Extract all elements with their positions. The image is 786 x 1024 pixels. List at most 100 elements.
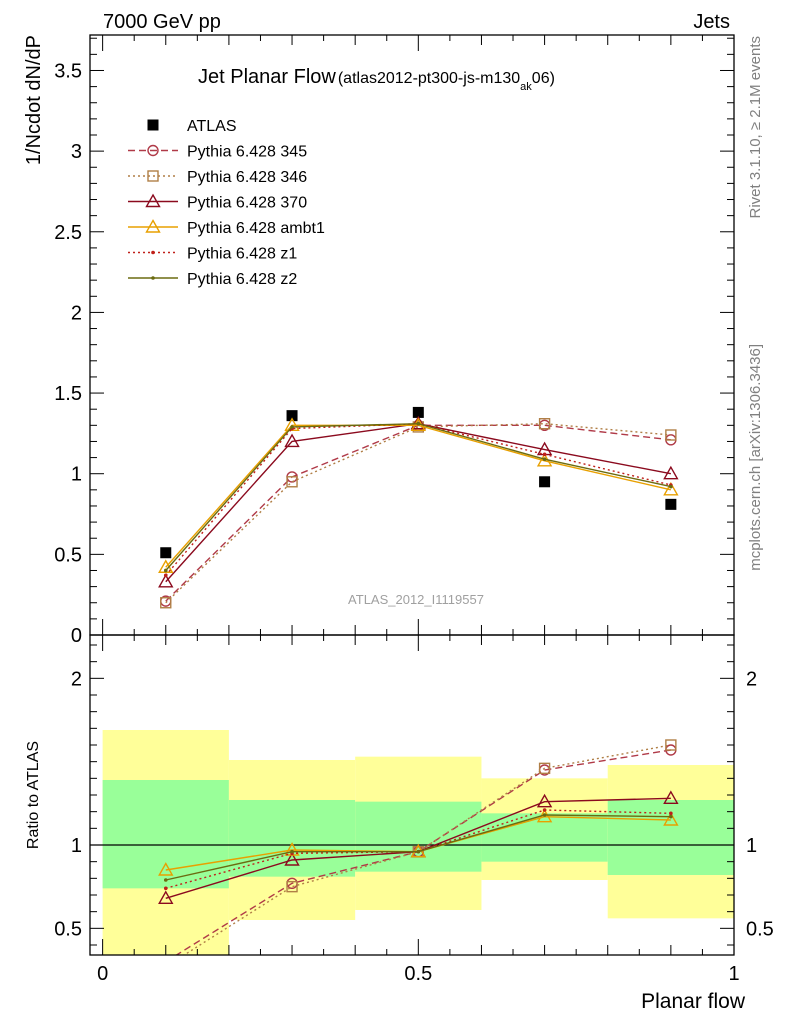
main-series-5-point-0 [163,573,168,578]
legend-entry-3: Pythia 6.428 370 [128,193,307,212]
legend-entry-6-marker [151,276,155,280]
ratio-series-1-point-0 [161,962,171,972]
ratio-series-4-point-0 [163,886,168,891]
main-series-2-point-0 [160,597,172,609]
legend-entry-2-marker [147,170,159,182]
ratio-series-5-point-4 [669,814,673,819]
ratio-series-1-point-4 [665,739,677,751]
mcplots-label: mcplots.cern.ch [arXiv:1306.3436] [747,344,764,571]
main-series-6-point-1 [290,425,294,429]
main-series-2-line [165,423,671,604]
main-series-0-point-4 [665,498,677,510]
header-energy-label: 7000 GeV pp [103,11,221,33]
ratio-series-4-point-4 [669,811,673,816]
ratio-series-2-point-0 [158,890,174,905]
main-series-2-point-4 [665,429,677,441]
legend-entry-4-marker [145,219,161,233]
ratio-y-tick-label-right-1: 1 [746,835,757,857]
ratio-series-3-point-0 [158,862,174,876]
main-series-0-point-3 [539,476,551,488]
ratio-series-5-point-0 [163,878,168,882]
main-series-6-point-0 [163,568,168,573]
main-y-tick-label-1: 0.5 [54,544,82,566]
ratio-band-green-1 [228,800,356,877]
main-series-4 [158,417,679,573]
main-panel-series [158,406,679,609]
main-y-tick-label-3: 1.5 [54,383,82,405]
main-series-5-point-3 [542,452,547,457]
ratio-panel-series [158,739,679,972]
ratio-series-2-point-3 [536,793,553,808]
legend-entry-4: Pythia 6.428 ambt1 [128,219,325,237]
legend-entry-5: Pythia 6.428 z1 [128,246,297,263]
axis-ticks [90,35,735,955]
ratio-band-green-0 [102,780,229,889]
main-y-tick-label-4: 2 [71,302,82,324]
legend-entry-1-label: Pythia 6.428 345 [187,144,307,161]
main-y-tick-label-6: 3 [71,141,82,163]
main-series-3 [158,415,679,588]
main-series-3-point-4 [663,465,679,480]
ratio-y-tick-label-left-2: 2 [71,668,82,690]
ratio-series-2-point-4 [663,790,679,805]
main-series-4-point-4 [663,481,679,496]
legend-entry-6-label: Pythia 6.428 z2 [187,271,297,288]
main-series-1-line [165,424,671,602]
ratio-band-green-4 [607,800,734,875]
chart-title-main: Jet Planar Flow [198,66,336,88]
ratio-series-1-point-1 [286,880,298,893]
x-tick-label-0: 0 [97,963,108,985]
chart-title-sub-end: 06) [532,70,555,87]
ratio-series-5-point-3 [542,813,547,817]
ratio-series-2-point-1 [284,852,300,866]
main-series-0-point-1 [286,410,298,422]
main-series-3-point-1 [284,433,300,448]
legend-entry-1: Pythia 6.428 345 [128,144,307,161]
main-series-1 [160,419,677,607]
main-series-3-point-0 [158,573,174,588]
legend-entry-5-marker [151,250,155,255]
rivet-version-label: Rivet 3.1.10, ≥ 2.1M events [747,36,764,219]
x-tick-label-2: 1 [728,963,739,985]
legend-entry-5-label: Pythia 6.428 z1 [187,246,297,263]
legend-entry-2-label: Pythia 6.428 346 [187,169,307,186]
legend-entry-6: Pythia 6.428 z2 [128,271,297,288]
main-series-2-point-1 [286,476,298,488]
ratio-band-green-3 [481,813,608,862]
main-series-0-point-0 [160,547,172,559]
ratio-y-tick-label-left-1: 1 [71,835,82,857]
chart-title-sub: (atlas2012-pt300-js-m130 [338,70,520,87]
x-tick-label-1: 0.5 [404,963,432,985]
main-y-tick-label-2: 1 [71,464,82,486]
main-series-4-line [165,424,672,568]
ratio-series-1-point-3 [538,762,551,775]
chart-title: Jet Planar Flow (atlas2012-pt300-js-m130a… [198,66,555,93]
main-series-2 [160,418,677,609]
axis-tick-labels: 0 0.5 1 1.5 2 2.5 3 3.5 0.5 0.5 1 1 2 2 0 0.5 1 [54,60,774,985]
main-series-5-line [165,423,672,576]
main-y-tick-label-0: 0 [71,625,82,647]
ratio-series-3-point-4 [663,812,679,826]
main-series-0-point-2 [412,406,424,418]
ratio-uncertainty-bands [102,730,734,955]
main-series-0 [160,406,677,559]
ratio-y-tick-label-right-0: 0.5 [746,918,774,940]
legend-entry-4-label: Pythia 6.428 ambt1 [187,220,325,237]
legend-entry-0: ATLAS [147,118,237,135]
main-y-tick-label-5: 2.5 [54,222,82,244]
main-series-6 [163,421,673,573]
main-series-3-line [165,422,671,583]
chart-title-subscript: ak [520,81,532,93]
ratio-y-tick-label-right-2: 2 [746,668,757,690]
ratio-series-5-point-2 [416,849,421,854]
ratio-series-5 [163,813,673,882]
main-series-3-point-2 [410,415,427,430]
legend-entry-2: Pythia 6.428 346 [128,169,307,186]
legend-entry-0-label: ATLAS [187,118,237,135]
ratio-series-0-point-0 [161,957,171,967]
legend-entry-3-label: Pythia 6.428 370 [187,195,307,212]
main-series-2-point-3 [538,418,551,430]
ratio-series-5-point-1 [290,849,294,854]
legend-entry-0-marker [147,119,159,131]
